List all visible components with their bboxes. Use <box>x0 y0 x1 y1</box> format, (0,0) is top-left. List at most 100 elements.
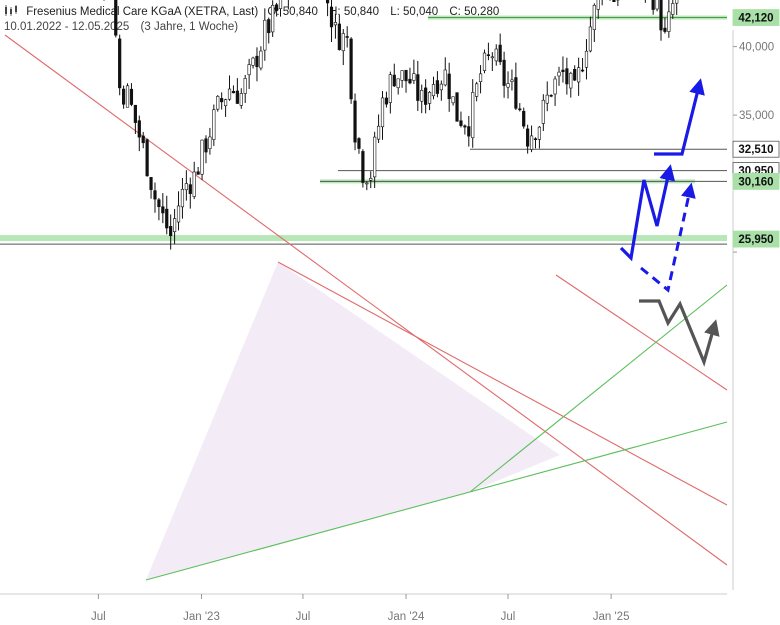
candle-body <box>588 26 592 52</box>
candle-body <box>612 0 616 3</box>
candle-body <box>114 0 118 36</box>
candle-body <box>580 69 585 72</box>
candle-body <box>573 68 577 81</box>
candle-body <box>274 4 279 11</box>
candle-body <box>204 138 208 153</box>
candle-body <box>478 73 483 82</box>
candle-body <box>329 6 334 28</box>
candle-body <box>247 64 251 76</box>
candle-body <box>392 74 396 87</box>
candle-body <box>545 94 549 104</box>
candle-body <box>651 0 655 10</box>
price-tag-box <box>732 230 780 248</box>
price-tag-box <box>732 9 780 26</box>
candle-body <box>565 68 569 85</box>
candle-body <box>526 128 530 147</box>
price-tag-label: 32,510 <box>738 144 773 156</box>
x-tick-label: Jan '24 <box>388 611 425 623</box>
triangle-layer <box>146 262 560 580</box>
candle-body <box>341 33 345 52</box>
price-tag-label: 42,120 <box>738 13 773 25</box>
candle-body <box>557 71 561 77</box>
candle-body <box>153 190 157 200</box>
candle-body <box>412 73 416 81</box>
candle-body <box>227 88 232 100</box>
close-value: C: 50,280 <box>449 6 500 18</box>
candle-body <box>208 136 212 149</box>
price-tag-32510: 32,510 <box>732 140 780 158</box>
candle-body <box>180 188 185 208</box>
candle-body <box>514 77 518 109</box>
candle-body <box>569 72 573 89</box>
trendline-red-upper <box>555 274 728 391</box>
candle-body <box>443 69 447 86</box>
candle-body <box>212 109 216 140</box>
candle-body <box>200 139 204 175</box>
candle-body <box>357 138 361 149</box>
candle-body <box>337 23 341 50</box>
candle-body <box>490 56 494 59</box>
candle-body <box>471 92 475 139</box>
candle-body <box>345 36 349 38</box>
scenario-bull-wave <box>619 164 676 262</box>
support-zone-25950 <box>0 235 727 242</box>
candle-body <box>172 218 177 233</box>
candle-body <box>235 90 239 104</box>
candle-body <box>667 11 671 32</box>
candle-body <box>408 78 412 84</box>
y-tick-label: 40,000 <box>739 42 774 54</box>
candle-body <box>145 139 149 177</box>
candle-body <box>271 4 275 33</box>
candle-body <box>141 135 145 144</box>
candle-body <box>122 88 126 105</box>
price-tag-42120: 42,120 <box>732 9 780 26</box>
candle-body <box>251 57 255 66</box>
candle-body <box>349 38 353 100</box>
candle-body <box>169 226 173 237</box>
trendlines-layer <box>4 34 728 581</box>
candle-body <box>498 44 502 63</box>
candle-body <box>482 52 487 71</box>
candle-body <box>596 0 600 10</box>
x-tick-label: Jul <box>296 611 311 623</box>
candle-body <box>529 135 534 150</box>
date-range: 10.01.2022 - 12.05.2025 <box>4 21 130 33</box>
candle-body <box>267 19 271 34</box>
candle-body <box>537 126 542 140</box>
candle-body <box>404 69 408 82</box>
candle-body <box>467 126 471 137</box>
price-tag-30160: 30,160 <box>732 173 780 190</box>
low-value: L: 50,040 <box>390 6 439 18</box>
candles-layer <box>103 0 679 250</box>
candle-body <box>459 120 463 126</box>
candle-body <box>506 83 510 88</box>
candle-body <box>149 177 153 190</box>
candle-body <box>416 74 420 101</box>
candle-body <box>451 96 455 104</box>
candle-body <box>400 70 404 81</box>
candle-body <box>533 138 538 140</box>
candle-body <box>255 55 259 68</box>
candle-body <box>216 96 220 110</box>
candle-body <box>396 78 400 89</box>
candle-body <box>361 151 365 183</box>
triangle-formation <box>146 262 560 580</box>
candle-body <box>577 67 581 83</box>
zones-layer <box>0 15 727 245</box>
candle-body <box>325 0 330 4</box>
candle-body <box>376 125 381 140</box>
price-tag-label: 25,950 <box>738 234 773 246</box>
candle-body <box>223 99 228 107</box>
candle-body <box>333 22 338 26</box>
candle-body <box>365 182 369 185</box>
candle-body <box>388 74 392 103</box>
scenario-bull-dashed <box>640 182 696 293</box>
candle-body <box>380 97 385 128</box>
candle-body <box>427 92 432 104</box>
candle-body <box>196 171 200 175</box>
price-tag-25950: 25,950 <box>732 230 780 248</box>
trendline-green-steep <box>469 284 728 493</box>
scenario-bull-target <box>654 78 705 156</box>
candlestick-icon <box>5 5 17 16</box>
